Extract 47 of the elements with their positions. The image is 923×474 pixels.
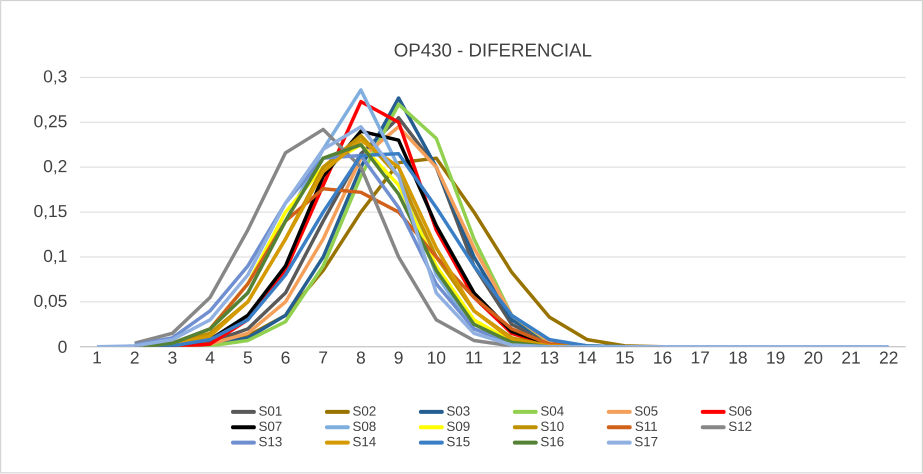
x-tick-label: 4 xyxy=(206,352,214,364)
legend-label: S10 xyxy=(541,422,564,432)
x-tick-label: 8 xyxy=(356,352,365,364)
legend-label: S16 xyxy=(541,437,564,447)
x-tick-label: 13 xyxy=(541,352,558,364)
x-tick-label: 21 xyxy=(842,352,860,364)
x-tick-label: 11 xyxy=(466,352,482,364)
legend-label: S02 xyxy=(353,406,376,416)
x-tick-label: 18 xyxy=(730,352,747,364)
y-tick-label: 0,05 xyxy=(34,294,67,310)
legend-label: S08 xyxy=(353,422,376,432)
x-tick-label: 16 xyxy=(654,352,672,364)
x-tick-label: 2 xyxy=(130,352,139,364)
y-tick-label: 0,3 xyxy=(44,70,67,85)
x-tick-label: 1 xyxy=(93,352,101,364)
legend-label: S13 xyxy=(259,437,282,447)
y-tick-label: 0,25 xyxy=(34,115,67,130)
legend-label: S09 xyxy=(447,422,470,432)
x-tick-label: 10 xyxy=(428,352,446,364)
x-tick-label: 14 xyxy=(578,352,596,364)
legend-label: S03 xyxy=(447,406,470,416)
legend-label: S07 xyxy=(259,422,282,432)
x-tick-label: 3 xyxy=(168,352,176,364)
y-tick-label: 0 xyxy=(58,340,67,354)
x-tick-label: 12 xyxy=(503,352,520,364)
legend-label: S11 xyxy=(635,422,657,432)
legend-label: S17 xyxy=(634,437,658,447)
legend-label: S12 xyxy=(728,422,752,432)
x-tick-label: 15 xyxy=(616,352,634,364)
legend-label: S04 xyxy=(541,406,564,416)
legend-label: S06 xyxy=(728,406,752,416)
x-tick-label: 9 xyxy=(394,352,403,364)
chart-title: OP430 - DIFERENCIAL xyxy=(394,44,592,57)
legend-label: S01 xyxy=(259,406,282,416)
x-tick-label: 19 xyxy=(767,352,784,364)
x-tick-label: 5 xyxy=(244,352,252,364)
y-tick-label: 0,1 xyxy=(44,250,66,264)
y-tick-label: 0,15 xyxy=(34,205,67,220)
x-tick-label: 22 xyxy=(880,352,898,364)
x-tick-label: 17 xyxy=(692,352,709,364)
legend-label: S15 xyxy=(447,437,470,447)
x-tick-label: 6 xyxy=(282,352,290,364)
x-tick-label: 7 xyxy=(319,352,328,364)
legend-label: S05 xyxy=(634,406,658,416)
x-tick-label: 20 xyxy=(804,352,822,364)
legend-label: S14 xyxy=(353,437,376,447)
y-tick-label: 0,2 xyxy=(44,160,66,175)
